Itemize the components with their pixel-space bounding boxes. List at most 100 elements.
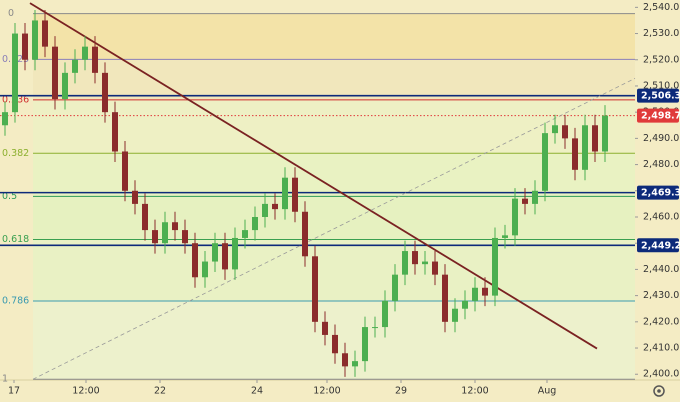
fib-label: 0.382 (2, 148, 29, 159)
candle-body (472, 287, 478, 301)
fib-zone (33, 239, 635, 301)
trend-line (29, 2, 598, 350)
price-tag-label: 2,506.3 (641, 91, 680, 102)
candle-body (132, 190, 138, 204)
candle-body (372, 327, 378, 329)
fib-zone (33, 59, 635, 100)
candle-body (112, 112, 118, 152)
candle-body (12, 33, 18, 113)
candle-body (322, 321, 328, 335)
candle-body (512, 198, 518, 236)
candle-body (302, 211, 308, 257)
candle-body (192, 243, 198, 278)
candle-body (422, 261, 428, 265)
candle-body (232, 237, 238, 270)
y-tick-label: 2,480.0 (643, 159, 679, 170)
price-tag (637, 108, 679, 123)
candle-body (502, 235, 508, 238)
y-tick-label: 2,540.0 (643, 2, 679, 13)
candle-body (32, 20, 38, 60)
y-tick-label: 2,440.0 (643, 264, 679, 275)
candle-body (562, 125, 568, 139)
candle-body (142, 203, 148, 231)
y-tick-label: 2,400.0 (643, 369, 679, 380)
y-tick-label: 2,490.0 (643, 133, 679, 144)
candle-body (42, 20, 48, 47)
price-tag (637, 88, 679, 103)
candle-body (572, 138, 578, 170)
candle-body (382, 300, 388, 328)
candle-body (292, 177, 298, 212)
settings-icon[interactable] (653, 385, 665, 397)
candle-body (92, 46, 98, 73)
candle-body (262, 203, 268, 217)
candle-body (452, 308, 458, 322)
fib-zone (33, 99, 635, 154)
candle-body (332, 334, 338, 354)
y-tick-label: 2,420.0 (643, 316, 679, 327)
candle-body (202, 261, 208, 278)
x-tick-label: 17 (8, 386, 20, 397)
candle-body (182, 230, 188, 244)
trend-line (32, 78, 636, 380)
candle-body (492, 237, 498, 296)
candle-body (102, 72, 108, 113)
price-tag-label: 2,449.2 (641, 240, 680, 251)
candle-body (462, 300, 468, 309)
candle-body (122, 151, 128, 191)
settings-hub[interactable] (657, 389, 661, 393)
candle-body (282, 177, 288, 210)
x-tick-label: 24 (251, 386, 263, 397)
candle-body (432, 261, 438, 275)
candle-body (342, 353, 348, 367)
y-tick-label: 2,510.0 (643, 80, 679, 91)
price-tag-label: 2,469.3 (641, 188, 680, 199)
candle-body (62, 72, 68, 100)
candle-body (402, 251, 408, 275)
candle-body (72, 59, 78, 73)
candle-body (362, 327, 368, 362)
x-tick-label: 12:00 (313, 386, 340, 397)
candle-body (242, 230, 248, 238)
fib-zone (33, 13, 635, 60)
candle-body (222, 243, 228, 270)
x-tick-label: 22 (154, 386, 166, 397)
candle-body (172, 222, 178, 231)
x-tick-label: 12:00 (461, 386, 488, 397)
candle-body (482, 287, 488, 296)
candle-body (212, 243, 218, 262)
y-tick-label: 2,410.0 (643, 343, 679, 354)
y-tick-label: 2,530.0 (643, 28, 679, 39)
x-tick-label: 29 (395, 386, 407, 397)
settings-gear[interactable] (653, 385, 665, 397)
fib-label: 0.618 (2, 234, 29, 245)
fib-label: 0 (8, 8, 14, 19)
candle-body (532, 190, 538, 204)
y-tick-label: 2,430.0 (643, 290, 679, 301)
y-tick-label: 2,460.0 (643, 211, 679, 222)
fib-label: 1 (2, 374, 8, 385)
candle-body (592, 125, 598, 152)
candle-body (152, 230, 158, 244)
price-tag (637, 238, 679, 253)
candle-body (82, 46, 88, 60)
candle-body (272, 203, 278, 210)
candle-body (162, 222, 168, 244)
candle-body (442, 274, 448, 322)
fib-label: 0.786 (2, 295, 29, 306)
candle-body (312, 256, 318, 322)
candle-body (522, 198, 528, 204)
candle-body (542, 133, 548, 191)
candle-body (352, 361, 358, 367)
x-tick-label: 12:00 (72, 386, 99, 397)
candle-body (582, 125, 588, 170)
candle-body (392, 274, 398, 301)
candle-body (552, 125, 558, 134)
candle-body (252, 216, 258, 231)
fib-zone (33, 196, 635, 240)
candle-body (2, 112, 8, 126)
price-tag (637, 185, 679, 200)
